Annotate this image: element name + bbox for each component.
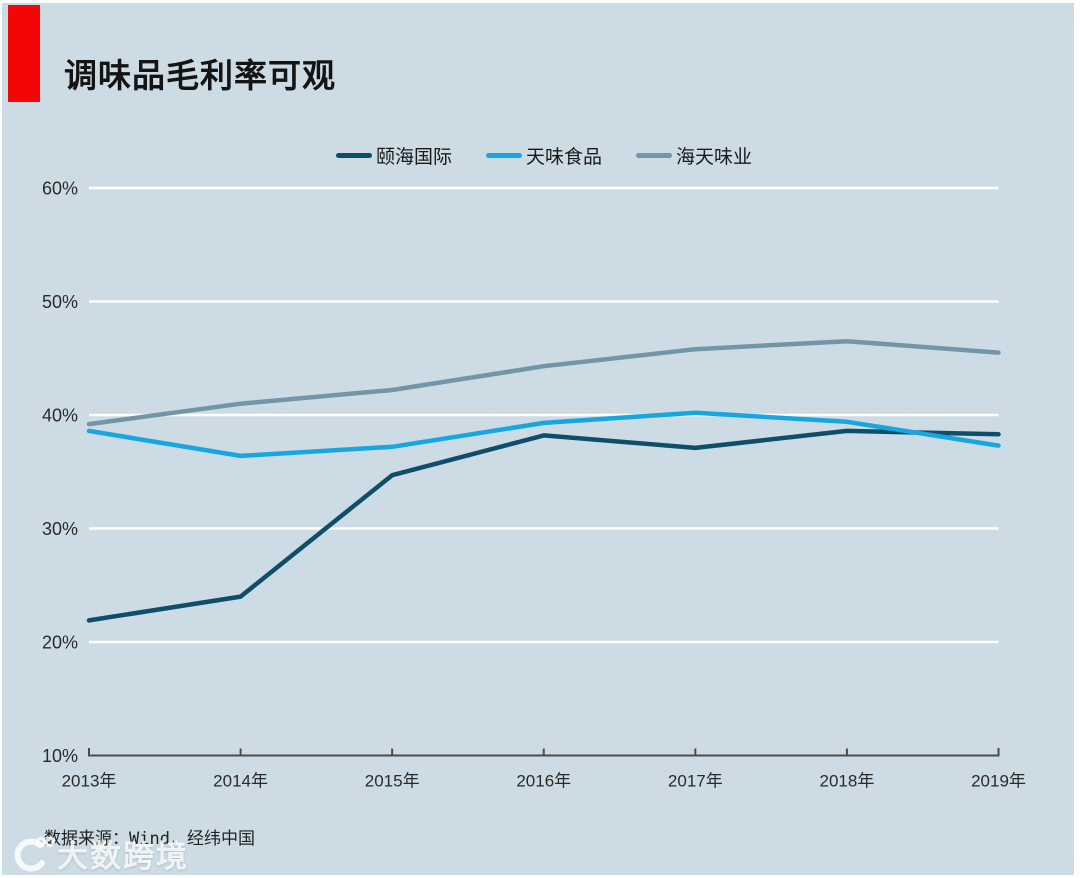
x-axis-label: 2015年 (365, 772, 420, 791)
legend-item-2: 海天味业 (636, 142, 752, 169)
source-note: 数据来源：Wind，经纬中国 (44, 829, 255, 849)
y-axis-label: 50% (42, 292, 78, 312)
legend-label: 海天味业 (676, 146, 753, 168)
y-axis-label: 60% (42, 179, 78, 199)
chart-legend: 颐海国际 天味食品 海天味业 (89, 140, 999, 170)
x-axis-label: 2018年 (820, 772, 875, 791)
legend-item-1: 天味食品 (485, 142, 602, 169)
y-axis-label: 20% (42, 633, 78, 653)
y-axis-label: 40% (42, 406, 78, 426)
legend-item-0: 颐海国际 (335, 142, 452, 169)
y-axis-label: 10% (42, 746, 78, 766)
legend-swatch (485, 152, 522, 158)
legend-label: 颐海国际 (375, 146, 452, 168)
x-axis-label: 2019年 (971, 772, 1026, 791)
legend-label: 天味食品 (525, 146, 602, 168)
x-axis-label: 2017年 (668, 772, 723, 791)
legend-swatch (636, 152, 672, 158)
page-title: 调味品毛利率可观 (64, 57, 336, 95)
red-accent-bar (8, 5, 40, 102)
x-axis-label: 2016年 (516, 772, 571, 791)
legend-swatch (335, 152, 372, 158)
series-line-1 (86, 410, 1001, 459)
x-axis-label: 2013年 (62, 772, 117, 791)
series-line-0 (86, 428, 1001, 623)
series-line-2 (86, 338, 1001, 427)
x-axis-label: 2014年 (213, 772, 268, 791)
y-axis-label: 30% (42, 519, 78, 539)
